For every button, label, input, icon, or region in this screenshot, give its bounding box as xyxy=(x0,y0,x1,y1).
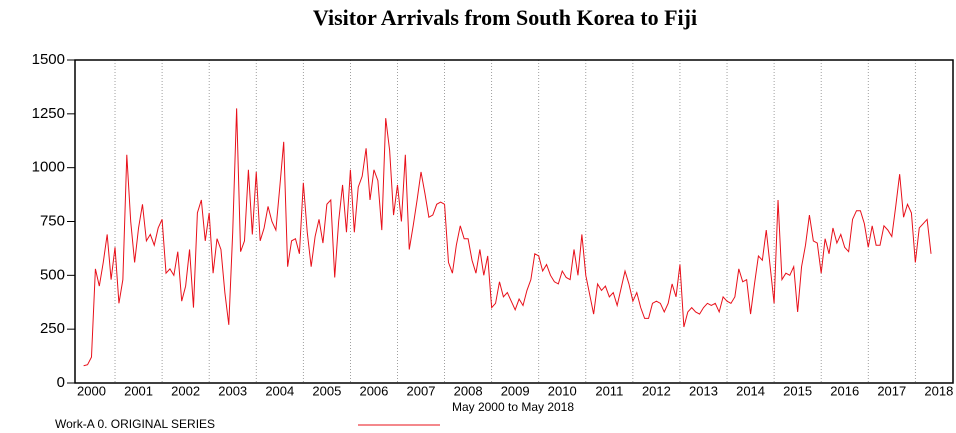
x-tick-label: 2012 xyxy=(642,383,671,398)
x-tick-label: 2002 xyxy=(171,383,200,398)
x-tick-label: 2007 xyxy=(407,383,436,398)
x-tick-label: 2010 xyxy=(548,383,577,398)
x-tick-label: 2014 xyxy=(736,383,765,398)
x-tick-label: 2017 xyxy=(877,383,906,398)
x-tick-label: 2001 xyxy=(124,383,153,398)
y-tick-label: 500 xyxy=(40,266,65,283)
y-tick-label: 1500 xyxy=(32,51,65,68)
x-tick-label: 2008 xyxy=(454,383,483,398)
x-tick-label: 2015 xyxy=(783,383,812,398)
chart-title: Visitor Arrivals from South Korea to Fij… xyxy=(313,5,697,30)
x-tick-label: 2004 xyxy=(265,383,294,398)
y-tick-label: 1000 xyxy=(32,159,65,176)
x-tick-label: 2009 xyxy=(501,383,530,398)
y-tick-label: 0 xyxy=(57,374,65,391)
x-tick-label: 2016 xyxy=(830,383,859,398)
y-tick-label: 250 xyxy=(40,320,65,337)
plot-frame xyxy=(74,59,954,384)
y-tick-label: 1250 xyxy=(32,105,65,122)
x-tick-label: 2006 xyxy=(359,383,388,398)
x-tick-label: 2018 xyxy=(924,383,953,398)
series-line xyxy=(83,108,932,367)
x-tick-label: 2000 xyxy=(77,383,106,398)
x-tick-label: 2003 xyxy=(218,383,247,398)
y-tick-label: 750 xyxy=(40,212,65,229)
x-tick-label: 2013 xyxy=(689,383,718,398)
chart-subtitle: May 2000 to May 2018 xyxy=(452,400,574,414)
legend-label: Work-A 0. ORIGINAL SERIES xyxy=(55,417,215,431)
x-tick-label: 2011 xyxy=(595,383,623,398)
x-tick-label: 2005 xyxy=(312,383,341,398)
